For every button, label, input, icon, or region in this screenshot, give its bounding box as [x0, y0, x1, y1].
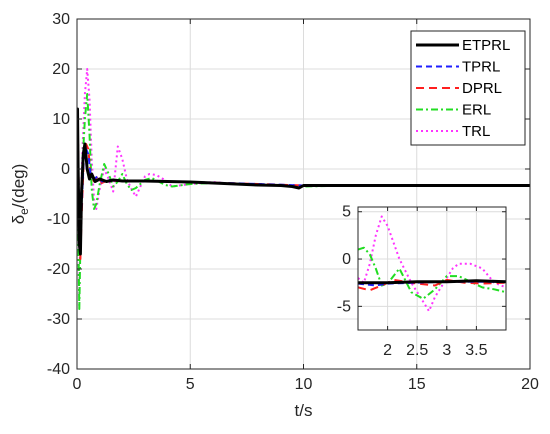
inset-y-tick-label: 0	[342, 251, 351, 268]
inset-y-tick-label: -5	[337, 298, 351, 315]
legend-item-tprl: TPRL	[416, 59, 500, 76]
legend-label: DPRL	[462, 80, 502, 97]
inset-x-tick-label: 3.5	[465, 342, 487, 359]
legend-item-erl: ERL	[416, 102, 491, 119]
inset-frame	[357, 206, 507, 331]
inset-x-tick-label: 2.5	[406, 342, 428, 359]
y-axis-label-unit: /(deg)	[9, 164, 28, 208]
inset-plot-area	[358, 207, 506, 330]
legend-label: TPRL	[462, 59, 500, 76]
main-series-group	[77, 68, 530, 310]
inset-y-tick-label: 5	[342, 204, 351, 221]
y-axis-label-subscript: e	[17, 208, 31, 215]
main-x-tick-labels: 0 5 10 15 20	[73, 376, 539, 393]
x-axis-label: t/s	[295, 401, 313, 420]
main-y-tick-label: 20	[52, 61, 70, 78]
y-axis-label: δe/(deg)	[9, 164, 31, 225]
main-x-tick-label: 20	[521, 376, 539, 393]
legend-label: ERL	[462, 102, 491, 119]
main-y-tick-label: -10	[47, 211, 70, 228]
inset-ticks	[358, 207, 506, 330]
legend: ETPRL TPRL DPRL ERL TRL	[410, 30, 526, 146]
inset-series-trl	[358, 215, 506, 313]
inset-series-erl	[358, 246, 506, 300]
main-x-tick-label: 0	[73, 376, 82, 393]
main-y-tick-labels: -40 -30 -20 -10 0 10 20 30	[47, 11, 70, 378]
main-y-tick-label: -30	[47, 311, 70, 328]
main-x-tick-label: 15	[408, 376, 426, 393]
y-axis-label-symbol: δ	[9, 215, 28, 224]
main-y-tick-label: 0	[61, 161, 70, 178]
inset-x-tick-label: 3	[442, 342, 451, 359]
main-y-tick-label: -40	[47, 361, 70, 378]
main-series-etprl	[77, 107, 530, 256]
legend-items: ETPRL TPRL DPRL ERL TRL	[416, 37, 510, 140]
legend-item-etprl: ETPRL	[416, 37, 510, 54]
main-x-tick-label: 5	[186, 376, 195, 393]
main-ticks	[76, 18, 531, 370]
legend-label: ETPRL	[462, 37, 510, 54]
inset-series-group	[358, 215, 506, 313]
inset-grid	[358, 207, 506, 330]
main-y-tick-label: 10	[52, 111, 70, 128]
inset-x-tick-label: 2	[383, 342, 392, 359]
inset-series-etprl	[358, 279, 506, 285]
legend-item-trl: TRL	[416, 123, 490, 140]
inset-x-tick-labels: 2 2.5 3 3.5	[383, 342, 487, 359]
main-series-trl	[77, 68, 530, 295]
inset-y-tick-labels: -5 0 5	[337, 204, 351, 316]
legend-label: TRL	[462, 123, 490, 140]
legend-item-dprl: DPRL	[416, 80, 502, 97]
main-y-tick-label: -20	[47, 261, 70, 278]
main-y-tick-label: 30	[52, 11, 70, 28]
main-x-tick-label: 10	[295, 376, 313, 393]
inset-plot: 2 2.5 3 3.5 -5 0 5	[337, 204, 507, 359]
inset-series-dprl	[358, 278, 506, 292]
